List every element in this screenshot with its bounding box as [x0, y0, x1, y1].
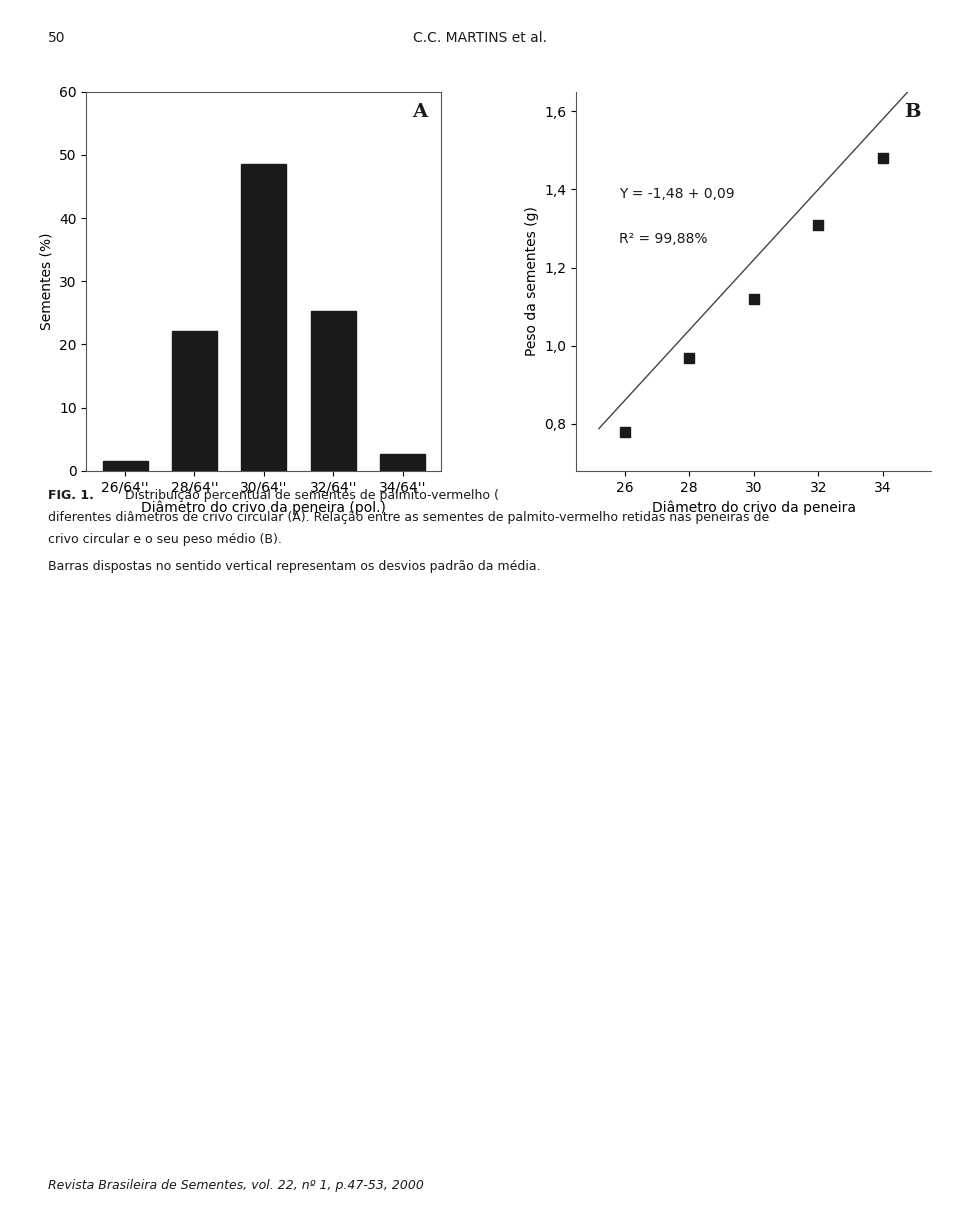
Text: Distribuição percentual de sementes de palmito-vermelho (: Distribuição percentual de sementes de p… — [125, 489, 498, 503]
Y-axis label: Sementes (%): Sementes (%) — [39, 232, 54, 330]
Text: R² = 99,88%: R² = 99,88% — [619, 232, 708, 246]
Point — [810, 215, 826, 235]
Y-axis label: Peso da sementes (g): Peso da sementes (g) — [525, 207, 539, 356]
Point — [682, 347, 697, 367]
Point — [617, 422, 633, 442]
Bar — [311, 311, 356, 471]
Bar — [241, 164, 286, 471]
Text: 50: 50 — [48, 31, 65, 44]
Text: Barras dispostas no sentido vertical representam os desvios padrão da média.: Barras dispostas no sentido vertical rep… — [48, 560, 540, 572]
Text: B: B — [904, 103, 921, 121]
Text: A: A — [412, 103, 427, 121]
Text: crivo circular e o seu peso médio (B).: crivo circular e o seu peso médio (B). — [48, 533, 282, 547]
X-axis label: Diâmetro do crivo da peneira (pol.): Diâmetro do crivo da peneira (pol.) — [141, 500, 386, 515]
Bar — [380, 455, 425, 471]
Text: C.C. MARTINS et al.: C.C. MARTINS et al. — [413, 31, 547, 44]
Bar — [103, 461, 148, 471]
Text: diferentes diâmetros de crivo circular (A). Relação entre as sementes de palmito: diferentes diâmetros de crivo circular (… — [48, 511, 769, 525]
Text: Y = -1,48 + 0,09: Y = -1,48 + 0,09 — [619, 187, 734, 201]
Bar — [172, 330, 217, 471]
Text: FIG. 1.: FIG. 1. — [48, 489, 94, 503]
Text: Revista Brasileira de Sementes, vol. 22, nº 1, p.47-53, 2000: Revista Brasileira de Sementes, vol. 22,… — [48, 1179, 424, 1192]
X-axis label: Diâmetro do crivo da peneira: Diâmetro do crivo da peneira — [652, 500, 855, 515]
Point — [746, 289, 761, 308]
Point — [876, 148, 891, 168]
